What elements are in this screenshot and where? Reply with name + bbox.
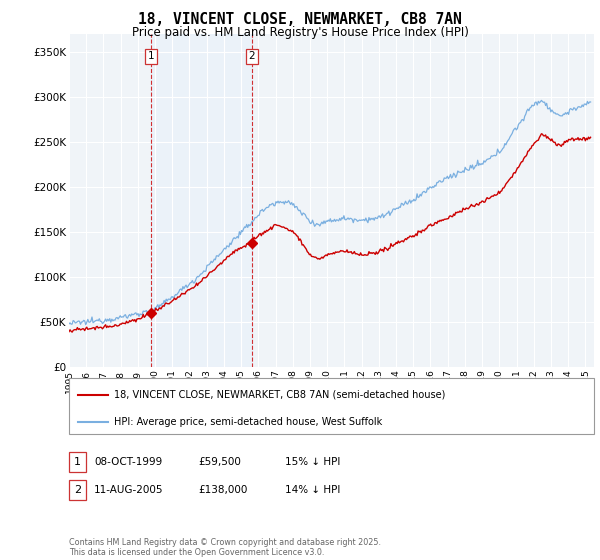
Text: 2: 2: [248, 51, 255, 61]
Text: 1: 1: [74, 457, 81, 467]
Text: 2: 2: [74, 485, 81, 495]
Text: HPI: Average price, semi-detached house, West Suffolk: HPI: Average price, semi-detached house,…: [114, 417, 382, 427]
Bar: [151, 34, 252, 367]
Text: £59,500: £59,500: [198, 457, 241, 467]
Text: 18, VINCENT CLOSE, NEWMARKET, CB8 7AN (semi-detached house): 18, VINCENT CLOSE, NEWMARKET, CB8 7AN (s…: [114, 390, 445, 400]
Text: Price paid vs. HM Land Registry's House Price Index (HPI): Price paid vs. HM Land Registry's House …: [131, 26, 469, 39]
Text: 08-OCT-1999: 08-OCT-1999: [94, 457, 163, 467]
Text: 11-AUG-2005: 11-AUG-2005: [94, 485, 164, 495]
Text: 18, VINCENT CLOSE, NEWMARKET, CB8 7AN: 18, VINCENT CLOSE, NEWMARKET, CB8 7AN: [138, 12, 462, 27]
Text: Contains HM Land Registry data © Crown copyright and database right 2025.
This d: Contains HM Land Registry data © Crown c…: [69, 538, 381, 557]
Text: £138,000: £138,000: [198, 485, 247, 495]
Text: 15% ↓ HPI: 15% ↓ HPI: [285, 457, 340, 467]
Text: 1: 1: [148, 51, 155, 61]
Text: 14% ↓ HPI: 14% ↓ HPI: [285, 485, 340, 495]
